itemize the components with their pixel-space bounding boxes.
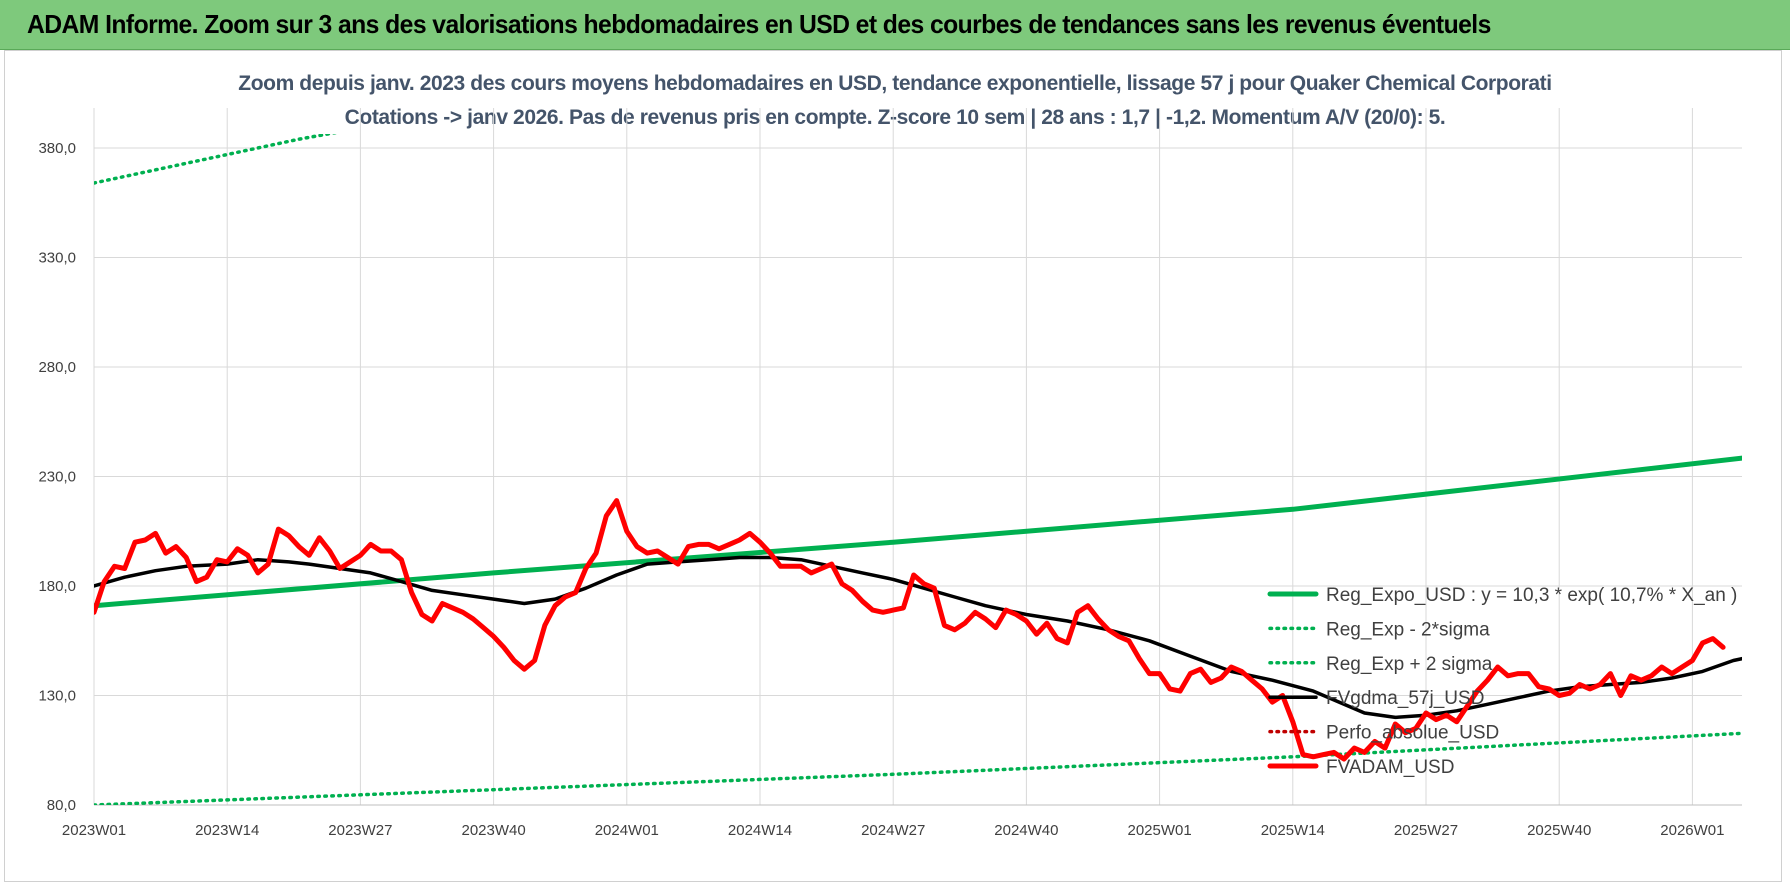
banner: ADAM Informe. Zoom sur 3 ans des valoris… — [0, 0, 1790, 50]
y-tick-label: 130,0 — [38, 688, 76, 705]
x-tick-label: 2023W01 — [62, 822, 126, 839]
chart-title: Zoom depuis janv. 2023 des cours moyens … — [238, 72, 1552, 95]
series-line — [94, 555, 1742, 720]
series-line — [94, 455, 1742, 609]
legend-label: FVADAM_USD — [1326, 757, 1454, 778]
x-tick-label: 2025W14 — [1261, 822, 1325, 839]
plot-area — [94, 134, 1742, 805]
x-tick-label: 2024W27 — [861, 822, 925, 839]
chart-frame — [4, 50, 1782, 882]
x-tick-label: 2025W01 — [1127, 822, 1191, 839]
x-tick-label: 2023W40 — [461, 822, 525, 839]
x-tick-label: 2025W27 — [1394, 822, 1458, 839]
x-tick-label: 2025W40 — [1527, 822, 1591, 839]
banner-title: ADAM Informe. Zoom sur 3 ans des valoris… — [27, 9, 1491, 39]
chart-subtitle: Cotations -> janv 2026. Pas de revenus p… — [344, 106, 1446, 129]
legend-label: Reg_Exp - 2*sigma — [1326, 619, 1490, 640]
series-line — [94, 731, 1742, 805]
series-line — [94, 134, 338, 185]
x-tick-label: 2023W27 — [328, 822, 392, 839]
x-tick-label: 2024W14 — [728, 822, 792, 839]
x-tick-label: 2024W01 — [595, 822, 659, 839]
y-tick-label: 230,0 — [38, 469, 76, 486]
legend-label: Reg_Expo_USD : y = 10,3 * exp( 10,7% * X… — [1326, 585, 1737, 606]
x-tick-label: 2023W14 — [195, 822, 259, 839]
y-tick-label: 380,0 — [38, 140, 76, 157]
legend-label: Perfo_absolue_USD — [1326, 723, 1499, 744]
legend-label: Reg_Exp + 2 sigma — [1326, 654, 1493, 675]
y-tick-label: 280,0 — [38, 359, 76, 376]
x-tick-label: 2024W40 — [994, 822, 1058, 839]
y-tick-label: 330,0 — [38, 250, 76, 267]
legend-label: FVgdma_57j_USD — [1326, 688, 1484, 709]
y-tick-label: 180,0 — [38, 578, 76, 595]
y-tick-label: 80,0 — [47, 797, 76, 814]
series-line — [94, 498, 1726, 762]
x-tick-label: 2026W01 — [1660, 822, 1724, 839]
